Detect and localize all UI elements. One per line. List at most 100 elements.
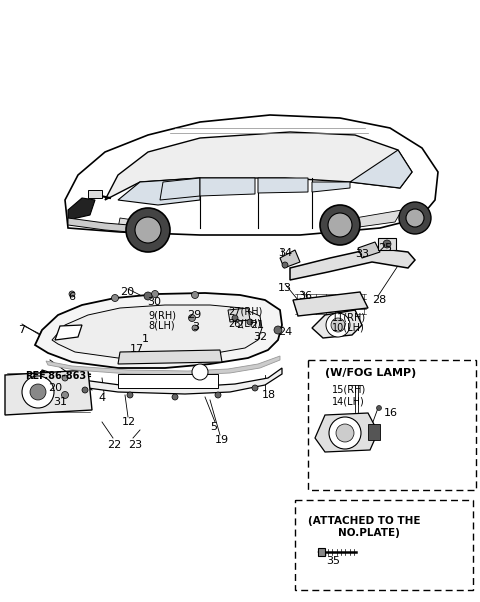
Circle shape [62,375,68,381]
Circle shape [111,294,119,302]
Polygon shape [68,218,165,235]
Circle shape [320,205,360,245]
Text: 28: 28 [372,295,386,305]
Text: 11(RH): 11(RH) [332,313,366,323]
Text: 36: 36 [298,291,312,301]
Text: 32: 32 [253,332,267,342]
Polygon shape [280,250,300,268]
Polygon shape [68,198,95,220]
Text: 16: 16 [384,408,398,418]
Circle shape [247,319,253,325]
Text: NO.PLATE): NO.PLATE) [338,528,400,538]
Text: 19: 19 [215,435,229,445]
Polygon shape [350,150,412,188]
Bar [368,424,380,440]
Polygon shape [118,218,168,235]
Text: 29: 29 [187,310,201,320]
Circle shape [399,202,431,234]
Circle shape [135,217,161,243]
Circle shape [144,292,152,300]
Text: 2: 2 [236,320,243,330]
Polygon shape [312,182,350,192]
Circle shape [126,208,170,252]
Text: 33: 33 [355,249,369,259]
Circle shape [326,313,350,337]
Circle shape [127,392,133,398]
Circle shape [328,213,352,237]
Circle shape [22,376,54,408]
Text: 26(LH): 26(LH) [228,318,261,328]
Polygon shape [228,308,250,322]
Bar [318,548,325,556]
Polygon shape [315,413,378,452]
Circle shape [215,392,221,398]
Circle shape [331,318,345,332]
Polygon shape [55,325,82,340]
Circle shape [376,406,382,411]
Text: REF.86-863: REF.86-863 [25,371,86,381]
Polygon shape [46,356,280,375]
Circle shape [82,387,88,393]
Text: 1: 1 [142,334,149,344]
Polygon shape [258,178,308,193]
Circle shape [383,240,391,248]
Text: 22: 22 [107,440,121,450]
Bar [88,190,102,198]
Circle shape [336,424,354,442]
Text: 8(LH): 8(LH) [148,320,175,330]
Polygon shape [105,132,412,200]
Text: 5: 5 [210,422,217,432]
Polygon shape [118,178,200,205]
Circle shape [192,291,199,299]
Polygon shape [40,368,282,394]
Circle shape [282,262,288,268]
Polygon shape [293,292,368,316]
Text: 34: 34 [278,248,292,258]
Polygon shape [200,178,255,196]
Text: 13: 13 [278,283,292,293]
Text: 35: 35 [326,556,340,566]
Text: (ATTACHED TO THE: (ATTACHED TO THE [308,516,420,526]
Text: 20: 20 [48,383,62,393]
Polygon shape [52,305,262,358]
Circle shape [152,291,158,297]
Text: 12: 12 [122,417,136,427]
Circle shape [61,391,69,399]
Text: 25: 25 [378,243,392,253]
Polygon shape [312,310,362,338]
Text: 3: 3 [192,322,199,332]
Circle shape [406,209,424,227]
Text: 17: 17 [130,344,144,354]
Polygon shape [358,242,380,258]
Polygon shape [5,370,92,415]
Text: 23: 23 [128,440,142,450]
Circle shape [274,326,282,334]
Text: 31: 31 [53,397,67,407]
Text: 21: 21 [250,320,264,330]
Bar [118,374,218,388]
Polygon shape [35,293,282,368]
Text: 15(RH): 15(RH) [332,385,366,395]
Circle shape [189,314,195,321]
Text: 7: 7 [18,325,25,335]
Text: 27(RH): 27(RH) [228,307,263,317]
Text: 10(LH): 10(LH) [332,323,365,333]
Circle shape [192,364,208,380]
Polygon shape [65,115,438,235]
Circle shape [172,394,178,400]
Circle shape [30,384,46,400]
Circle shape [252,385,258,391]
Circle shape [192,325,198,331]
Text: 6: 6 [68,292,75,302]
Polygon shape [160,178,200,200]
Bar [308,360,476,490]
Polygon shape [118,350,222,364]
Bar [295,500,473,590]
Text: 30: 30 [147,297,161,307]
Polygon shape [290,248,415,280]
Circle shape [232,315,238,321]
Text: 18: 18 [262,390,276,400]
Text: (W/FOG LAMP): (W/FOG LAMP) [325,368,416,378]
Text: 20: 20 [120,287,134,297]
Circle shape [329,417,361,449]
